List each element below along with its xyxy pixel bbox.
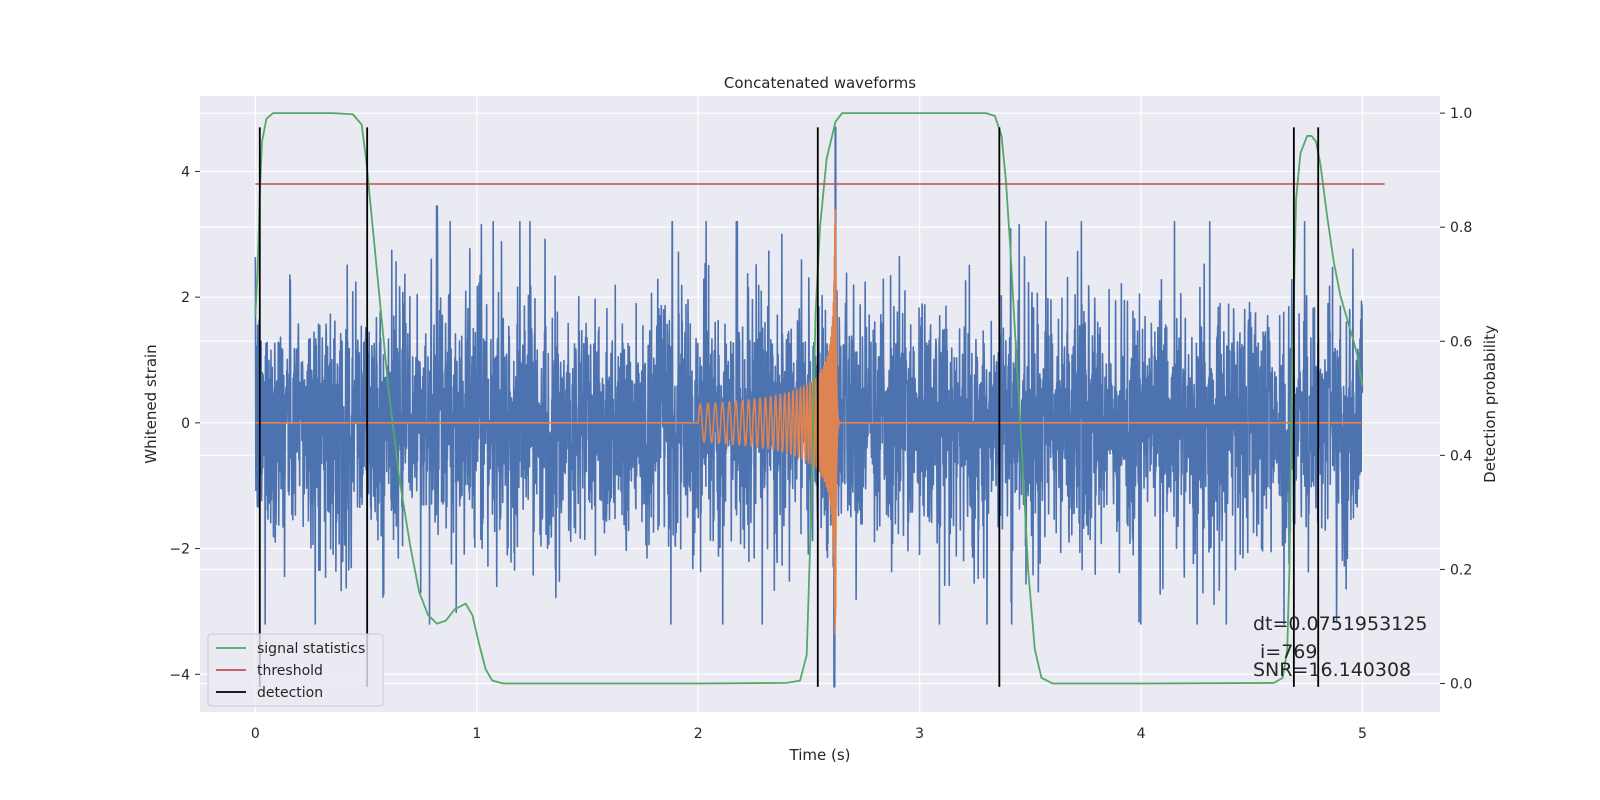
plot-data [254,112,1385,688]
y-tick-label-right: 0.6 [1450,334,1472,350]
tick-labels: 0 1 2 3 4 5 −4 −2 0 2 4 0.0 0.2 0.4 0.6 0.8 1.0 [169,106,1472,742]
x-tick-label: 3 [915,726,924,742]
y-tick-label-left: 4 [181,164,190,180]
annotation-index: i=769 [1260,641,1317,663]
x-tick-label: 2 [694,726,703,742]
y-tick-label-right: 0.8 [1450,220,1472,236]
y-tick-label-left: −2 [169,542,190,558]
annotation-dt: dt=0.0751953125 [1253,613,1427,635]
x-tick-label: 1 [472,726,481,742]
x-tick-label: 5 [1358,726,1367,742]
series-template [255,209,1363,634]
legend: signal statistics threshold detection [207,633,384,707]
legend-label-threshold: threshold [257,663,323,679]
legend-label-signal-statistics: signal statistics [257,641,365,657]
y-tick-label-right: 1.0 [1450,106,1472,122]
y-tick-label-right: 0.2 [1450,562,1472,578]
y-tick-label-left: −4 [169,667,190,683]
legend-label-detection: detection [257,685,323,701]
y-tick-label-left: 2 [181,290,190,306]
legend-box [207,633,384,707]
x-tick-label: 4 [1137,726,1146,742]
series-strain [254,126,1364,688]
y-tick-label-right: 0.4 [1450,448,1472,464]
y-tick-label-right: 0.0 [1450,676,1472,692]
y-axis-label-left: Whitened strain [142,344,160,463]
x-axis-label: Time (s) [789,746,851,764]
x-tick-label: 0 [251,726,260,742]
grid [200,96,1440,712]
chart-title: Concatenated waveforms [724,74,916,92]
annotations: dt=0.0751953125 i=769 SNR=16.140308 [1253,613,1427,681]
y-tick-label-left: 0 [181,416,190,432]
y-axis-label-right: Detection probability [1481,325,1499,483]
annotation-snr: SNR=16.140308 [1253,659,1411,681]
series-signal-statistics [254,112,1364,685]
